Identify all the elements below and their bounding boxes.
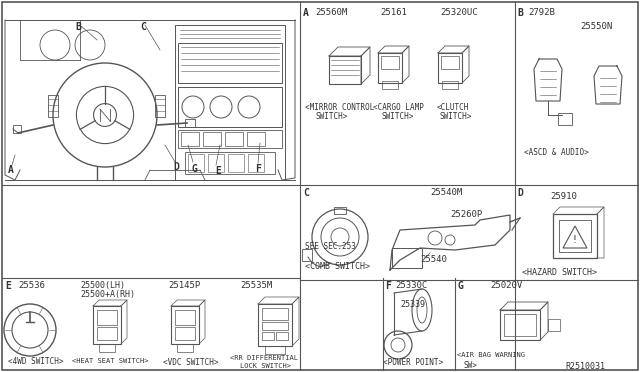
Text: B: B	[75, 22, 81, 32]
Text: D: D	[517, 188, 523, 198]
Text: 25540M: 25540M	[430, 188, 462, 197]
Bar	[13, 125, 21, 133]
Bar	[175, 25, 285, 180]
Bar	[258, 304, 292, 346]
Text: C: C	[140, 22, 146, 32]
Text: A: A	[303, 8, 309, 18]
Bar	[504, 314, 536, 336]
Text: SWITCH>: SWITCH>	[440, 112, 472, 121]
Text: <AIR BAG WARNING: <AIR BAG WARNING	[457, 352, 525, 358]
Bar	[329, 56, 361, 84]
Text: <VDC SWITCH>: <VDC SWITCH>	[163, 358, 218, 367]
Text: <4WD SWITCH>: <4WD SWITCH>	[8, 357, 63, 366]
Bar	[382, 81, 398, 89]
Text: C: C	[303, 188, 309, 198]
Bar	[97, 327, 117, 340]
Bar	[247, 132, 265, 146]
Bar	[99, 344, 115, 352]
Bar	[248, 154, 264, 172]
Bar	[392, 248, 422, 268]
Text: 25535M: 25535M	[240, 281, 272, 290]
Text: <HEAT SEAT SWITCH>: <HEAT SEAT SWITCH>	[72, 358, 148, 364]
Bar	[500, 310, 540, 340]
Bar	[185, 152, 275, 174]
Text: E: E	[215, 166, 221, 176]
Bar	[178, 43, 282, 83]
Bar	[178, 87, 282, 127]
Bar	[558, 113, 572, 125]
Bar	[177, 344, 193, 352]
Bar	[276, 332, 288, 340]
Text: B: B	[517, 8, 523, 18]
Text: <CLUTCH: <CLUTCH	[437, 103, 469, 112]
Text: 25330C: 25330C	[395, 281, 428, 290]
Bar	[559, 220, 591, 252]
Bar	[265, 346, 285, 354]
Text: 25560M: 25560M	[315, 8, 348, 17]
Bar	[262, 332, 274, 340]
Text: SWITCH>: SWITCH>	[381, 112, 413, 121]
Bar	[553, 214, 597, 258]
Text: 25145P: 25145P	[168, 281, 200, 290]
Text: SEE SEC.253: SEE SEC.253	[305, 242, 356, 251]
Text: R2510031: R2510031	[565, 362, 605, 371]
Bar	[48, 95, 58, 117]
Bar	[175, 310, 195, 325]
Text: 2792B: 2792B	[528, 8, 555, 17]
Bar	[381, 56, 399, 69]
Text: 25550N: 25550N	[580, 22, 612, 31]
Text: <MIRROR CONTROL: <MIRROR CONTROL	[305, 103, 374, 112]
Bar	[185, 119, 195, 127]
Bar	[175, 327, 195, 340]
Bar	[178, 130, 282, 148]
Text: 25020V: 25020V	[490, 281, 522, 290]
Text: 25320UC: 25320UC	[440, 8, 477, 17]
Bar	[262, 308, 288, 320]
Text: F: F	[255, 164, 261, 174]
Text: SW>: SW>	[463, 361, 477, 370]
Bar	[228, 154, 244, 172]
Bar	[208, 154, 224, 172]
Text: D: D	[173, 162, 179, 172]
Bar	[181, 132, 199, 146]
Text: F: F	[385, 281, 391, 291]
Bar	[188, 154, 204, 172]
Text: 25260P: 25260P	[450, 210, 483, 219]
Text: LOCK SWITCH>: LOCK SWITCH>	[240, 363, 291, 369]
Bar	[441, 56, 459, 69]
Text: <CARGO LAMP: <CARGO LAMP	[373, 103, 424, 112]
Text: 25500+A(RH): 25500+A(RH)	[80, 290, 135, 299]
Text: <HAZARD SWITCH>: <HAZARD SWITCH>	[522, 268, 597, 277]
Bar	[155, 95, 165, 117]
Text: !: !	[571, 235, 577, 245]
Bar	[548, 319, 560, 331]
Text: <RR DIFFERENTIAL: <RR DIFFERENTIAL	[230, 355, 298, 361]
Text: 25910: 25910	[550, 192, 577, 201]
Bar	[93, 306, 121, 344]
Bar	[334, 207, 346, 214]
Text: <POWER POINT>: <POWER POINT>	[383, 358, 443, 367]
Text: E: E	[5, 281, 11, 291]
Bar	[262, 322, 288, 330]
Text: <COMB SWITCH>: <COMB SWITCH>	[305, 262, 370, 271]
Text: G: G	[457, 281, 463, 291]
Text: 25500(LH): 25500(LH)	[80, 281, 125, 290]
Bar	[442, 81, 458, 89]
Bar	[97, 310, 117, 325]
Text: <ASCD & AUDIO>: <ASCD & AUDIO>	[524, 148, 589, 157]
Text: A: A	[8, 165, 14, 175]
Bar	[302, 249, 312, 261]
Bar	[438, 53, 462, 83]
Bar	[378, 53, 402, 83]
Text: 25540: 25540	[420, 255, 447, 264]
Bar	[203, 132, 221, 146]
Text: 25339: 25339	[400, 300, 425, 309]
Bar	[171, 306, 199, 344]
Text: 25161: 25161	[380, 8, 407, 17]
Text: SWITCH>: SWITCH>	[316, 112, 348, 121]
Bar	[225, 132, 243, 146]
Text: 25536: 25536	[18, 281, 45, 290]
Text: G: G	[192, 164, 198, 174]
